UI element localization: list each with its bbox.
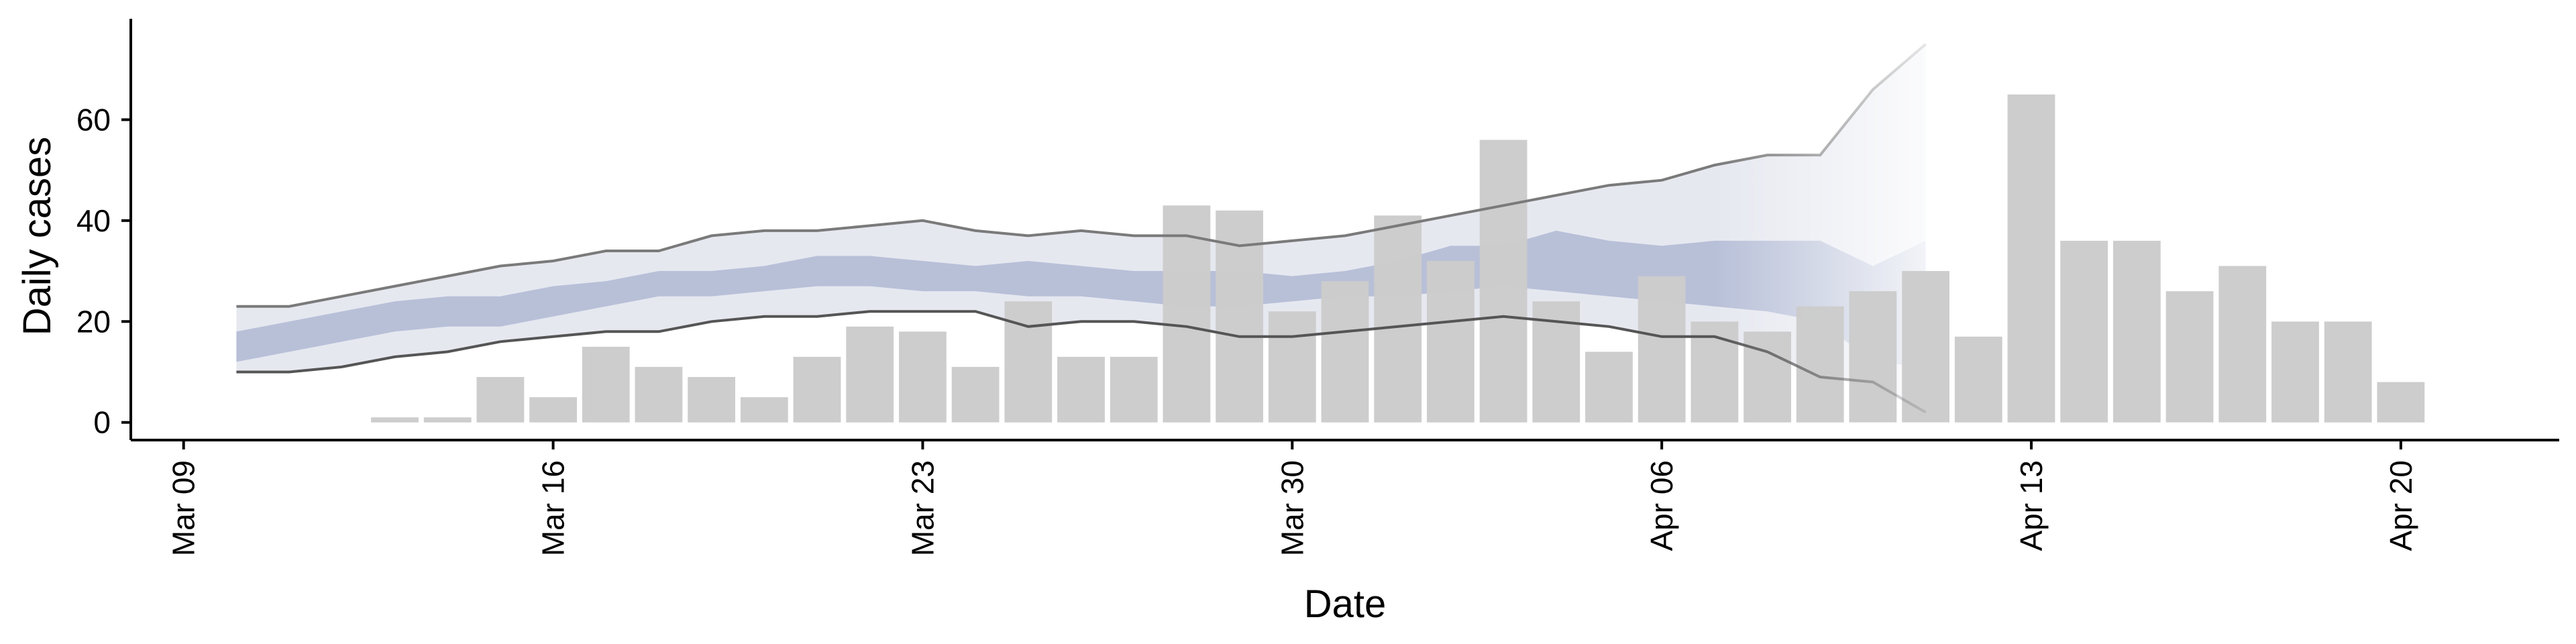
bar [899,331,947,423]
x-tick-label: Mar 09 [166,460,201,556]
bar [529,397,577,423]
bar [688,377,735,423]
bar [846,326,894,423]
bar [1057,356,1105,423]
interval-lines-layer [236,43,1927,414]
bar [635,366,683,423]
y-tick-label: 0 [93,405,111,440]
bar [582,346,630,423]
bar [951,366,1000,423]
bar [740,397,788,423]
bar [2324,321,2372,423]
bar [793,356,841,423]
bars-layer [371,94,2425,423]
bar [1110,356,1158,423]
bar [423,417,472,423]
bar [371,417,419,423]
bar [476,377,525,423]
bar [1638,276,1686,423]
y-tick-label: 40 [76,203,111,238]
bar [2377,382,2425,423]
bar [1849,291,1897,423]
x-tick-label: Mar 16 [536,460,571,556]
bar [2271,321,2319,423]
x-tick-label: Mar 23 [905,460,940,556]
bar [2007,94,2055,423]
bar [1585,352,1633,423]
x-tick-label: Apr 20 [2383,460,2418,551]
bar [1796,306,1844,423]
estimate-outer-band [236,44,1926,413]
bar [1743,331,1791,423]
y-axis-title: Daily cases [15,137,59,336]
y-ticks: 0 20 40 60 [76,102,131,440]
x-tick-label: Apr 13 [2014,460,2049,551]
bar [1374,215,1422,423]
x-tick-label: Apr 06 [1644,460,1679,551]
x-axis-title: Date [1304,582,1387,626]
bar [1321,281,1369,423]
bar [2165,291,2214,423]
bar [2060,240,2108,423]
bar [1690,321,1739,423]
x-ticks: Mar 09 Mar 16 Mar 23 Mar 30 Apr 06 Apr 13 Apr … [166,440,2418,556]
bar [2113,240,2161,423]
bar [1268,311,1316,423]
bar [1004,301,1053,423]
y-tick-label: 60 [76,102,111,137]
upper-interval-line [236,43,1927,308]
y-tick-label: 20 [76,304,111,339]
bar [1163,205,1211,423]
x-tick-label: Mar 30 [1275,460,1309,556]
bar [1902,271,1949,423]
lower-interval-line [236,310,1927,414]
bar [2218,266,2267,423]
bar [1954,336,2002,423]
bar [1427,261,1474,423]
axes-layer: 0 20 40 60 Mar 09 Mar 16 Mar 23 Mar 30 Apr 06 Ap… [76,19,2559,556]
bar [1479,140,1527,423]
